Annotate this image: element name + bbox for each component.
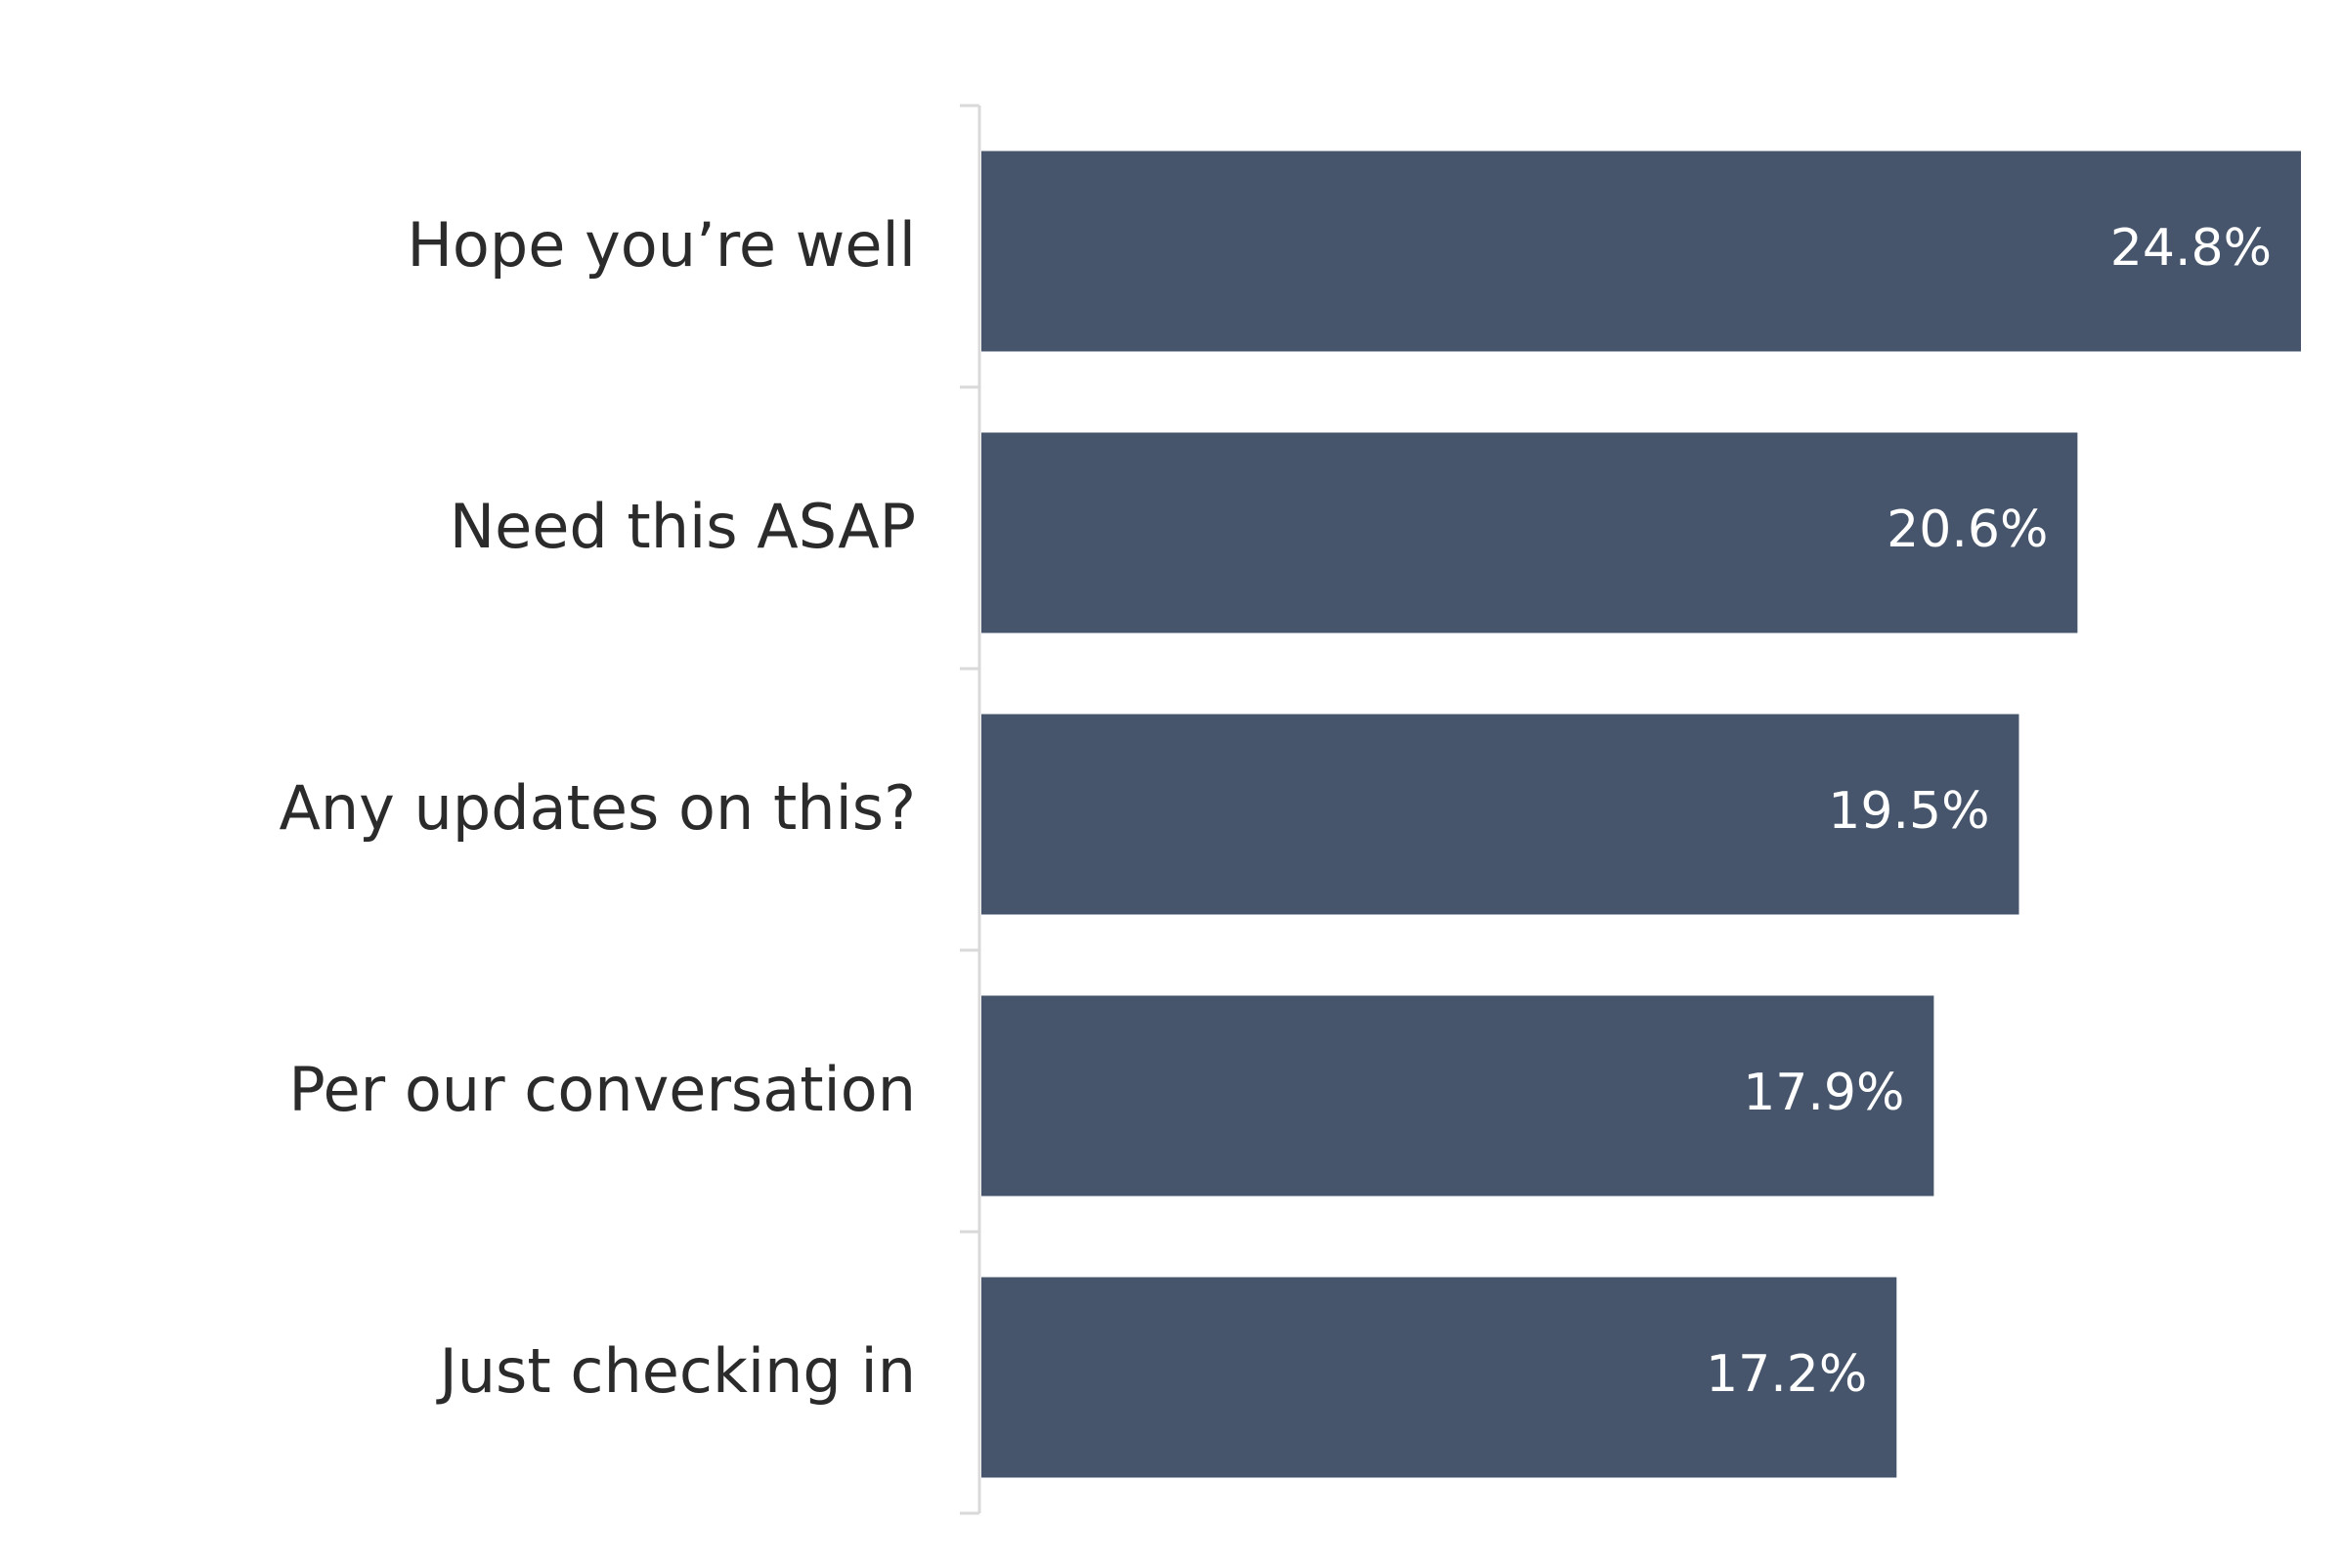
category-label: Need this ASAP xyxy=(450,491,916,562)
value-label: 17.9% xyxy=(1743,1064,1904,1122)
bar xyxy=(981,1277,1897,1478)
value-label: 19.5% xyxy=(1828,782,1989,841)
bar xyxy=(981,432,2078,633)
bar xyxy=(981,151,2301,352)
value-label: 24.8% xyxy=(2110,219,2272,278)
category-labels-group: Hope you’re well Need this ASAP Any update… xyxy=(279,209,916,1407)
value-labels-group: 24.8% 20.6% 19.5% 17.9% 17.2% xyxy=(1706,219,2272,1404)
bar xyxy=(981,714,2019,915)
axis-group xyxy=(960,104,981,1515)
category-label: Just checking in xyxy=(435,1335,916,1407)
bars-group xyxy=(981,151,2301,1478)
bar xyxy=(981,995,1934,1197)
category-label: Per our conversation xyxy=(288,1054,916,1125)
category-label: Any updates on this? xyxy=(279,772,916,844)
category-label: Hope you’re well xyxy=(407,209,916,281)
value-label: 17.2% xyxy=(1706,1345,1867,1404)
value-label: 20.6% xyxy=(1887,501,2048,559)
